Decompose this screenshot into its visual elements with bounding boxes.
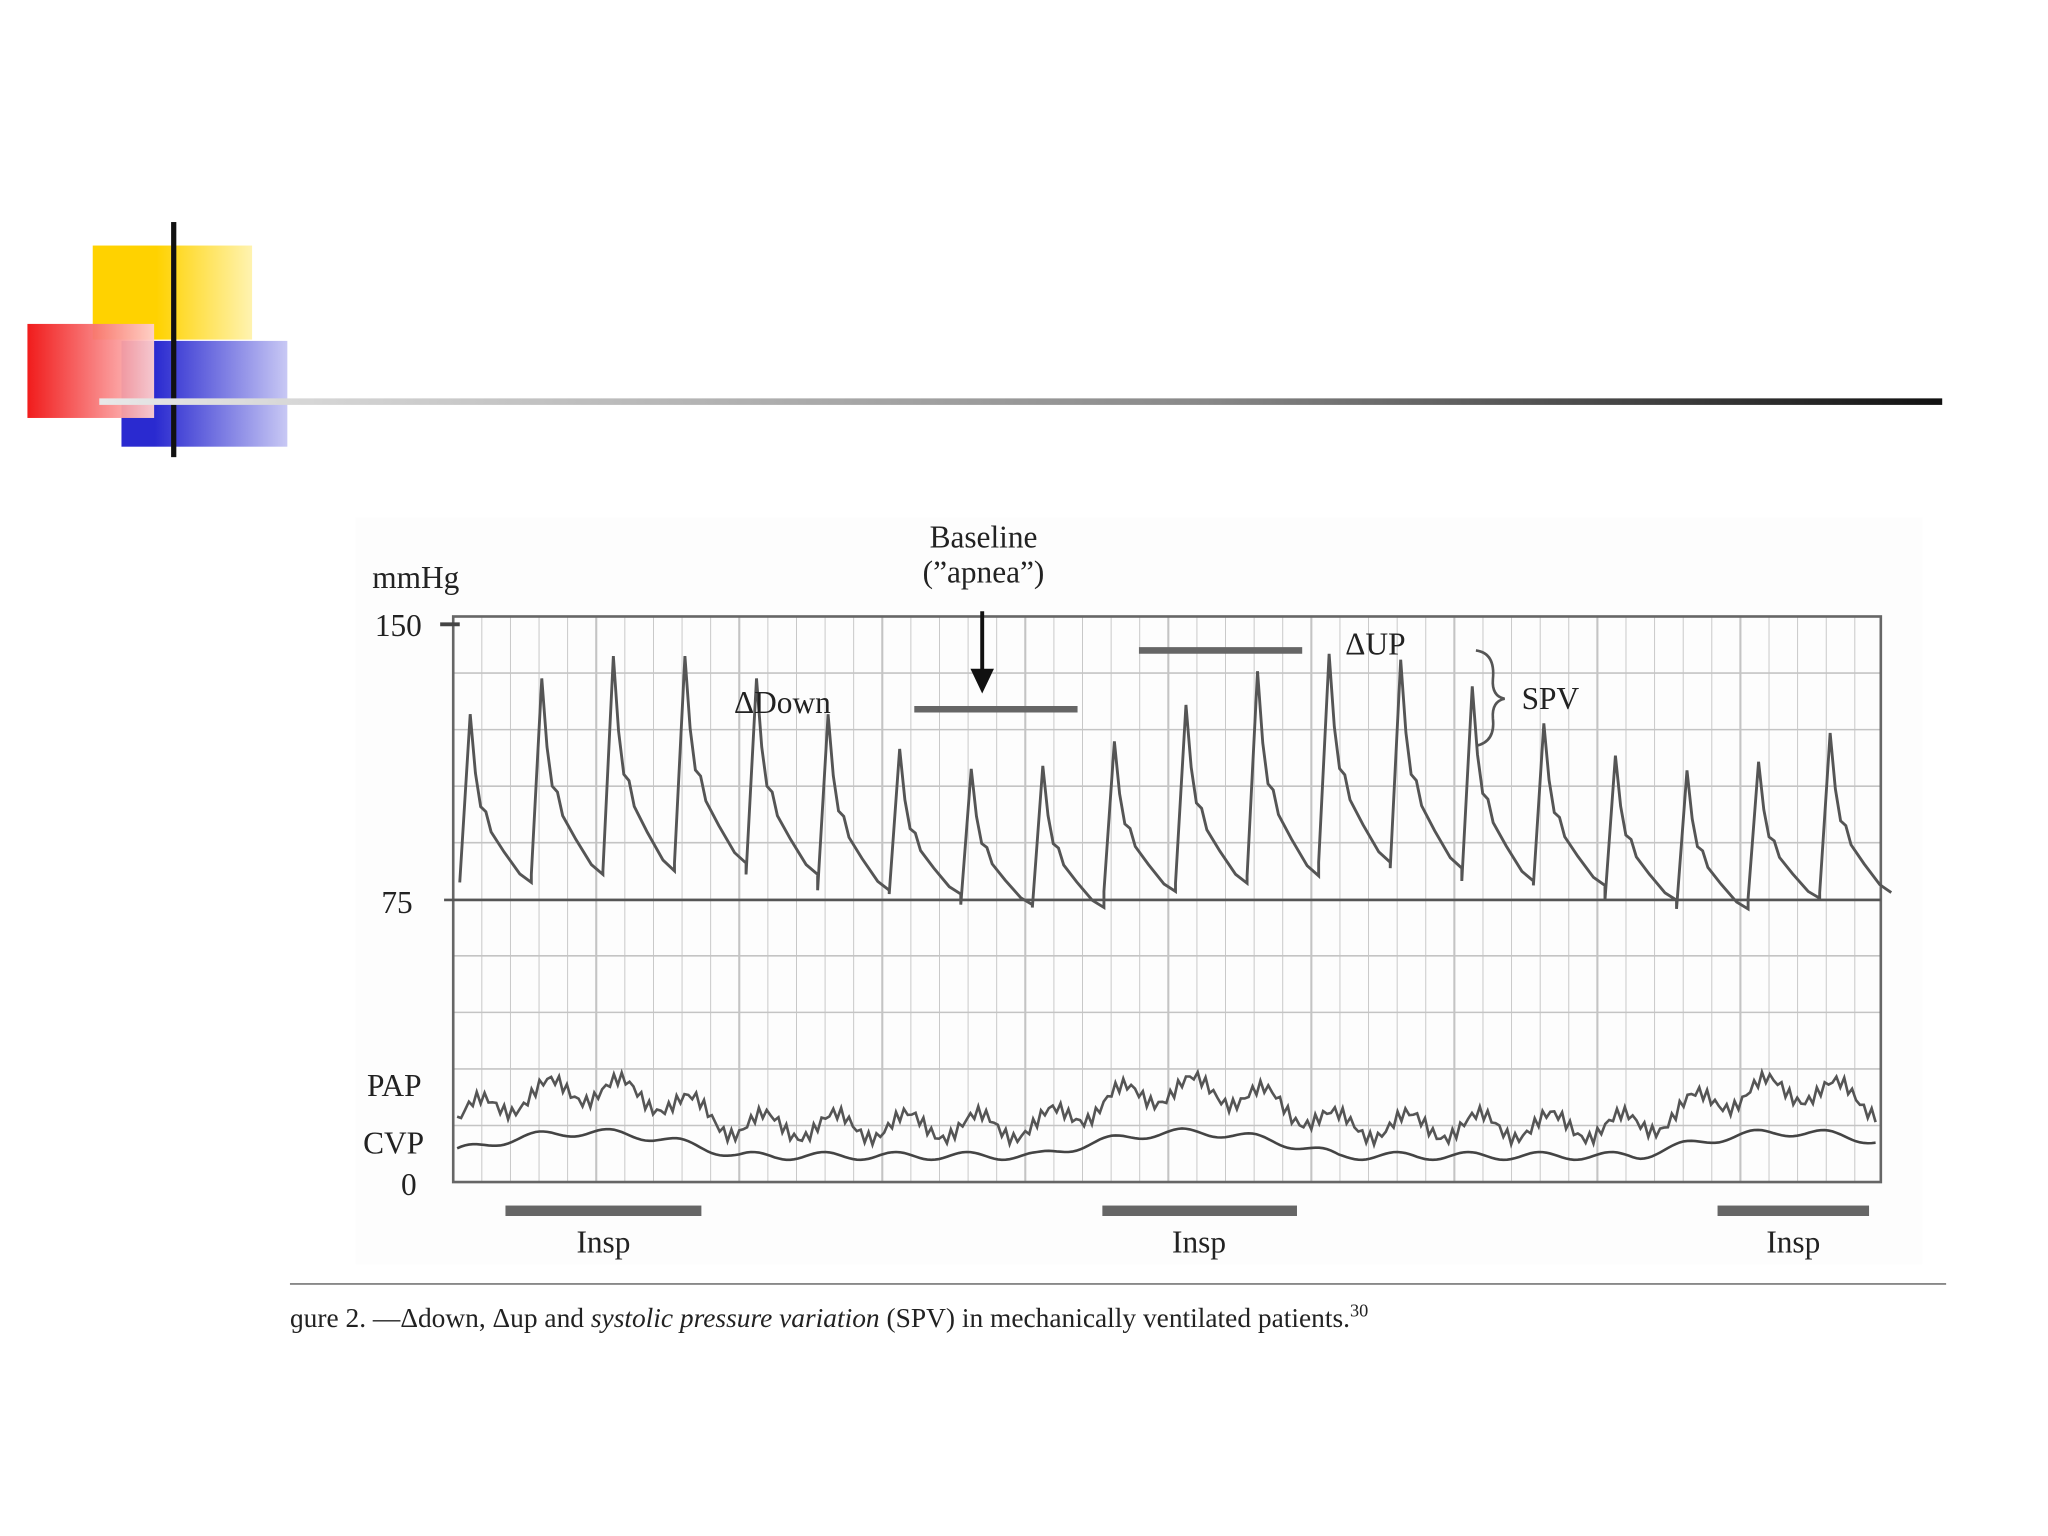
arrow-head — [970, 668, 994, 694]
logo-bar — [171, 222, 177, 458]
tick-label: 75 — [381, 885, 412, 920]
pap-trace — [456, 1067, 1877, 1150]
tick-label: 0 — [401, 1167, 417, 1202]
caption: ɡure 2. —Δdown, Δup and systolic pressur… — [290, 1301, 1368, 1333]
caption-text: ɡure 2. —Δdown, Δup and — [290, 1303, 591, 1333]
tick-label: 150 — [375, 608, 422, 643]
annotation: ΔDown — [734, 685, 831, 720]
annotation: Baseline — [930, 519, 1038, 554]
insp-label: Insp — [1766, 1225, 1820, 1260]
annotation: SPV — [1522, 681, 1580, 716]
annotation: (”apnea”) — [923, 555, 1045, 590]
trace-label: PAP — [367, 1068, 422, 1103]
insp-label: Insp — [576, 1225, 630, 1260]
insp-label: Insp — [1172, 1225, 1226, 1260]
unit-label: mmHg — [372, 560, 459, 595]
cvp-trace — [456, 1127, 1876, 1162]
figure-background — [355, 517, 1923, 1265]
insp-bar — [505, 1205, 702, 1216]
brace — [1475, 649, 1505, 748]
annotation: ΔUP — [1345, 626, 1405, 661]
trace-label: CVP — [363, 1125, 424, 1160]
caption-italic: systolic pressure variation — [591, 1303, 880, 1333]
insp-bar — [1717, 1205, 1870, 1216]
figure: mmHg 150 75 0 PAP CVP Baseline (”apnea”)… — [355, 517, 1923, 1265]
title-rule — [99, 398, 1943, 405]
caption-reference: 30 — [1350, 1301, 1368, 1321]
logo — [27, 222, 288, 458]
arterial-trace — [458, 653, 1893, 912]
insp-bar — [1102, 1205, 1297, 1216]
caption-text: (SPV) in mechanically ventilated patient… — [880, 1303, 1350, 1333]
